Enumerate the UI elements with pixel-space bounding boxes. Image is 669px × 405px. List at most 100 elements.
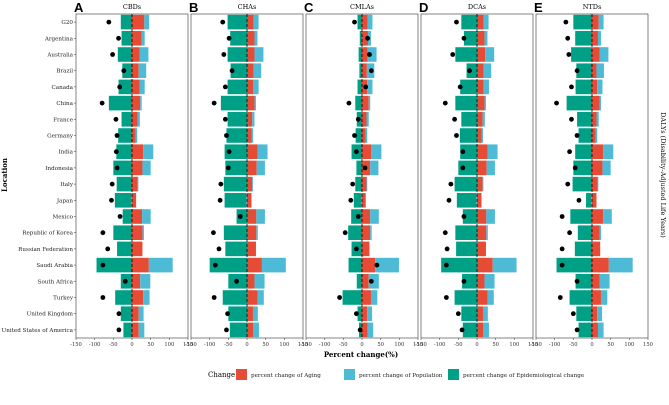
x-tick-label: 150 [643, 342, 653, 348]
net-change-point [442, 100, 448, 106]
bar-segment [357, 14, 362, 30]
bar-segment [592, 112, 597, 127]
net-change-point [100, 230, 106, 236]
bar-segment [483, 63, 492, 78]
net-change-point [450, 52, 456, 57]
bar-segment [370, 225, 372, 240]
bar-segment [222, 290, 247, 305]
bar-segment [227, 112, 247, 127]
bar-segment [357, 79, 362, 95]
net-change-point [109, 197, 114, 203]
net-change-point [443, 295, 449, 300]
net-change-point [225, 165, 231, 171]
bar-segment [252, 112, 255, 127]
bar-segment [116, 176, 132, 192]
net-change-point [117, 84, 123, 90]
bar-segment [362, 95, 369, 111]
panel-title: CHAs [238, 3, 257, 11]
net-change-point [576, 197, 582, 203]
panel-letter: D [419, 0, 428, 15]
net-change-point [454, 19, 459, 25]
bar-segment [571, 47, 592, 62]
net-change-point [355, 116, 361, 122]
net-change-point [559, 262, 565, 268]
chart-legend: Change percent change of Aging percent ch… [208, 369, 585, 380]
bar-segment [592, 144, 604, 159]
net-change-point [454, 133, 459, 138]
net-change-point [574, 278, 580, 284]
panel-letter: C [304, 0, 314, 15]
legend-title: Change [208, 371, 235, 379]
net-change-point [109, 181, 115, 187]
bar-segment [113, 160, 132, 176]
category-label: South Africa [38, 279, 74, 285]
net-change-point [563, 19, 569, 25]
bar-segment [247, 274, 255, 289]
bar-segment [362, 209, 371, 224]
bar-segment [132, 47, 140, 62]
x-tick-label: 100 [164, 342, 174, 348]
bar-segment [596, 63, 604, 78]
bar-segment [261, 257, 286, 273]
bar-segment [477, 290, 488, 305]
bar-segment [365, 128, 368, 143]
panel-letter: A [74, 0, 84, 15]
net-change-point [567, 230, 572, 236]
net-change-point [352, 133, 357, 138]
bar-segment [108, 95, 132, 111]
net-change-point [446, 197, 452, 203]
panel-b: B CHAs -150 -100 -50 0 50 100 150 [185, 0, 308, 348]
bar-segment [477, 241, 486, 257]
bar-segment [375, 257, 399, 273]
x-tick-label: 50 [492, 342, 499, 348]
net-change-point [442, 230, 448, 236]
net-change-point [455, 311, 461, 317]
bar-segment [487, 144, 498, 159]
net-change-point [224, 327, 229, 333]
category-label: Australia [46, 53, 73, 59]
bar-segment [592, 176, 598, 192]
category-label: Brazil [56, 69, 73, 75]
net-change-point [114, 133, 120, 138]
net-change-point [559, 214, 565, 219]
bar-segment [226, 128, 247, 143]
bar-segment [486, 225, 488, 240]
net-change-point [348, 197, 354, 203]
net-change-point [212, 262, 218, 268]
net-change-point [222, 116, 228, 122]
bar-segment [592, 128, 596, 143]
x-tick-label: 0 [245, 342, 248, 348]
bar-segment [120, 14, 132, 30]
bar-segment [132, 322, 139, 338]
bar-segment [477, 31, 485, 46]
x-tick-label: -150 [415, 342, 427, 348]
bar-segment [460, 79, 477, 95]
panel-a: A CBDs -150 -100 -50 0 50 100 150 [70, 0, 193, 348]
bar-segment [138, 306, 144, 321]
bar-segment [477, 79, 484, 95]
bar-segment [132, 31, 142, 46]
bar-segment [356, 274, 362, 289]
bar-segment [247, 322, 254, 338]
bar-segment [247, 31, 255, 46]
x-tick-label: 100 [394, 342, 404, 348]
bar-segment [227, 79, 247, 95]
net-change-point [346, 100, 352, 106]
bar-segment [257, 144, 268, 159]
x-tick-label: 0 [590, 342, 593, 348]
net-change-point [122, 278, 128, 284]
category-label: Italy [60, 182, 74, 188]
x-tick-label: 0 [475, 342, 478, 348]
bar-segment [230, 63, 247, 78]
category-labels: G20 Argentina Australia Brazil Canada China Fr… [2, 20, 76, 334]
bar-segment [247, 290, 258, 305]
bar-segment [477, 63, 484, 78]
bar-segment [132, 63, 139, 78]
bar-segment [225, 160, 247, 176]
bar-segment [362, 128, 366, 143]
net-change-point [350, 181, 356, 187]
bar-segment [592, 14, 599, 30]
bar-segment [132, 274, 141, 289]
panel-title: CMLAs [350, 3, 374, 11]
bar-segment [477, 144, 488, 159]
